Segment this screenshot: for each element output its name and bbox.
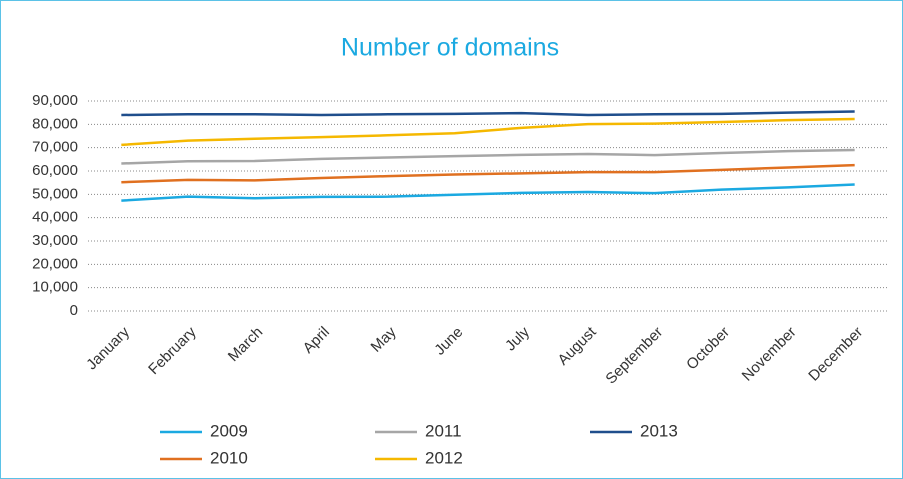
legend-label: 2009 [210, 421, 248, 440]
series-line [121, 148, 855, 165]
y-tick-label: 30,000 [32, 232, 78, 249]
series-line [121, 183, 855, 202]
legend-label: 2011 [425, 421, 462, 440]
series-line [121, 110, 855, 117]
y-tick-label: 60,000 [32, 162, 78, 179]
y-tick-label: 90,000 [32, 92, 78, 109]
y-tick-label: 20,000 [32, 255, 78, 272]
y-tick-label: 10,000 [32, 279, 78, 296]
y-tick-label: 0 [70, 302, 78, 319]
y-tick-label: 50,000 [32, 185, 78, 202]
y-tick-label: 70,000 [32, 139, 78, 156]
y-tick-label: 80,000 [32, 115, 78, 132]
y-tick-label: 40,000 [32, 209, 78, 226]
legend-label: 2013 [640, 421, 678, 440]
series-line [121, 117, 855, 147]
legend-label: 2012 [425, 448, 463, 467]
chart-title: Number of domains [341, 34, 559, 62]
legend-label: 2010 [210, 448, 248, 467]
series-line [121, 163, 855, 184]
